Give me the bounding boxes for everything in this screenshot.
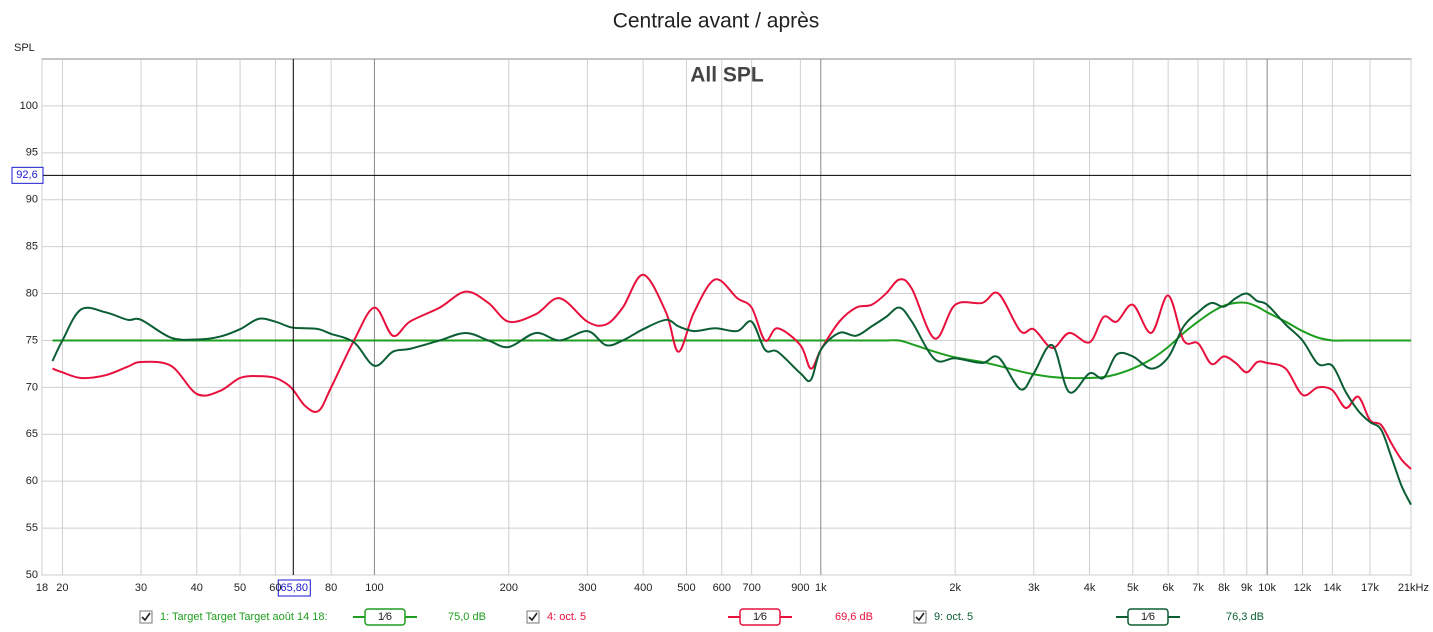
x-tick-label: 18 — [36, 582, 48, 594]
checkmark — [528, 612, 538, 622]
series-line — [52, 301, 1411, 380]
annotation: All SPL — [690, 64, 764, 87]
checkbox[interactable] — [526, 610, 540, 624]
checkbox[interactable] — [913, 610, 927, 624]
cursor-label-box — [11, 166, 44, 184]
x-tick-label: 3k — [1028, 582, 1040, 594]
x-tick-label: 50 — [234, 582, 246, 594]
chart-title: Centrale avant / après — [613, 10, 820, 33]
x-tick-label: 700 — [742, 582, 760, 594]
legend-readout: 76,3 dB — [1226, 611, 1264, 623]
x-tick-label: 80 — [325, 582, 337, 594]
x-tick-label: 1k — [815, 582, 827, 594]
y-tick-label: 80 — [26, 287, 38, 299]
y-tick-label: 100 — [20, 100, 38, 112]
checkbox[interactable] — [139, 610, 153, 624]
y-tick-label: 65 — [26, 428, 38, 440]
x-tick-label: 20 — [56, 582, 68, 594]
legend: 1: Target Target Target août 14 18: 1⁄6 75… — [139, 608, 1264, 626]
x-tick-label: 5k — [1127, 582, 1139, 594]
x-tick-label: 300 — [578, 582, 596, 594]
legend-readout: 69,6 dB — [835, 611, 873, 623]
plot-area — [41, 58, 1412, 576]
x-tick-label: 60 — [269, 582, 281, 594]
cursor-x-label: 65,80 — [281, 582, 309, 594]
y-tick-label: 95 — [26, 147, 38, 159]
checkmark — [915, 612, 925, 622]
x-tick-label: 6k — [1162, 582, 1174, 594]
smoothing-box[interactable] — [364, 608, 406, 626]
x-tick-label: 4k — [1084, 582, 1096, 594]
x-tick-label: 400 — [634, 582, 652, 594]
x-tick-label: 14k — [1324, 582, 1342, 594]
x-tick-label: 200 — [500, 582, 518, 594]
cursor-y-label: 92,6 — [16, 169, 37, 181]
smoothing-box[interactable] — [739, 608, 781, 626]
x-tick-label: 100 — [365, 582, 383, 594]
x-tick-label: 7k — [1192, 582, 1204, 594]
y-tick-label: 75 — [26, 334, 38, 346]
x-tick-label: 9k — [1241, 582, 1253, 594]
x-tick-label: 21kHz — [1398, 582, 1429, 594]
x-tick-label: 12k — [1294, 582, 1312, 594]
legend-label: 4: oct. 5 — [547, 611, 586, 623]
x-tick-label: 500 — [677, 582, 695, 594]
y-axis-label: SPL — [14, 42, 35, 54]
legend-label: 9: oct. 5 — [934, 611, 973, 623]
curves: 92,6 65,80 — [11, 59, 1412, 597]
y-tick-label: 90 — [26, 194, 38, 206]
checkmark — [141, 612, 151, 622]
smoothing-label: 1⁄6 — [378, 611, 392, 623]
x-tick-label: 600 — [713, 582, 731, 594]
y-tick-label: 50 — [26, 569, 38, 581]
x-tick-label: 900 — [791, 582, 809, 594]
x-tick-label: 30 — [135, 582, 147, 594]
y-tick-label: 70 — [26, 381, 38, 393]
smoothing-label: 1⁄6 — [1141, 611, 1155, 623]
smoothing-label: 1⁄6 — [753, 611, 767, 623]
x-tick-label: 17k — [1361, 582, 1379, 594]
series-line — [51, 292, 1412, 506]
x-tick-label: 2k — [949, 582, 961, 594]
x-tick-label: 8k — [1218, 582, 1230, 594]
smoothing-box[interactable] — [1127, 608, 1169, 626]
legend-readout: 75,0 dB — [448, 611, 486, 623]
y-tick-label: 60 — [26, 475, 38, 487]
y-tick-label: 85 — [26, 241, 38, 253]
x-tick-label: 40 — [191, 582, 203, 594]
cursor-label-box — [277, 579, 311, 597]
x-tick-label: 10k — [1258, 582, 1276, 594]
y-tick-label: 55 — [26, 522, 38, 534]
legend-label: 1: Target Target Target août 14 18: — [160, 611, 328, 623]
